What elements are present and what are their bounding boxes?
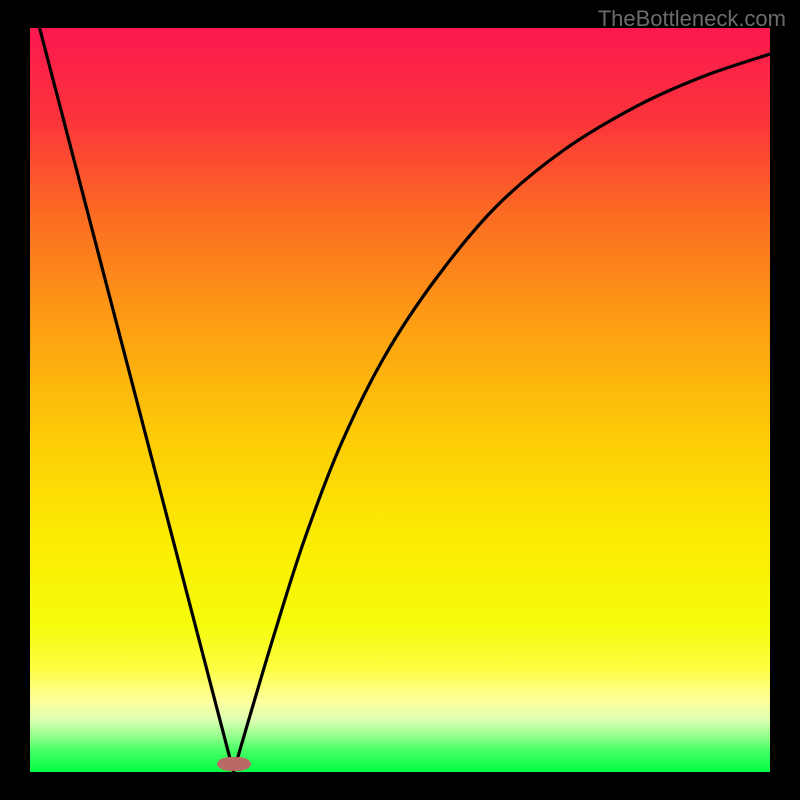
dip-marker [217, 757, 251, 771]
bottleneck-curve [30, 28, 770, 772]
chart-plot-area [30, 28, 770, 772]
figure-container: { "canvas": { "width": 800, "height": 80… [0, 0, 800, 800]
watermark-text: TheBottleneck.com [598, 6, 786, 32]
